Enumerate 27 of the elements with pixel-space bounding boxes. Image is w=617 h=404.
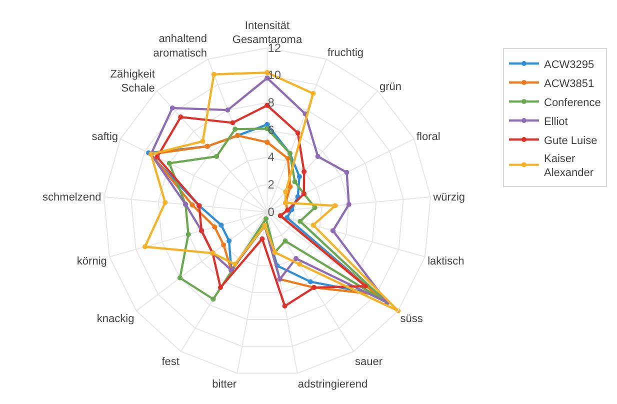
y-tick-label: 6 — [268, 122, 275, 137]
spoke-label: sauer — [354, 356, 383, 368]
spoke-label: schmelzend — [42, 191, 102, 204]
spoke-label: grün — [380, 80, 402, 93]
y-tick-label: 4 — [268, 150, 275, 164]
spoke-label: floral — [416, 131, 440, 144]
legend-label: Kaiser Alexander — [544, 152, 594, 180]
spoke-label: laktisch — [428, 255, 464, 268]
spoke-label: saftig — [92, 131, 118, 144]
y-tick-label: 2 — [268, 178, 275, 192]
legend-label: ACW3851 — [544, 78, 594, 90]
legend-label: Conference — [544, 96, 601, 109]
spoke-label: bitter — [212, 378, 237, 390]
spoke-label: fruchtig — [327, 46, 364, 59]
y-tick-label: 8 — [268, 96, 275, 110]
legend-label: ACW3295 — [544, 58, 594, 71]
legend-label: Elliot — [544, 116, 568, 128]
spoke-label: adstringierend — [298, 378, 368, 390]
legend-label: Gute Luise — [544, 134, 598, 147]
y-tick-label: 0 — [268, 204, 275, 219]
spoke-label: würzig — [432, 191, 466, 204]
spoke-label: süss — [400, 313, 424, 326]
spoke-label: körnig — [76, 255, 107, 268]
spoke-label: fest — [162, 356, 180, 368]
spoke-label: anhaltend aromatisch — [153, 33, 208, 60]
spoke-label: knackig — [96, 313, 134, 326]
spoke-label: Zähigkeit Schale — [110, 68, 155, 95]
